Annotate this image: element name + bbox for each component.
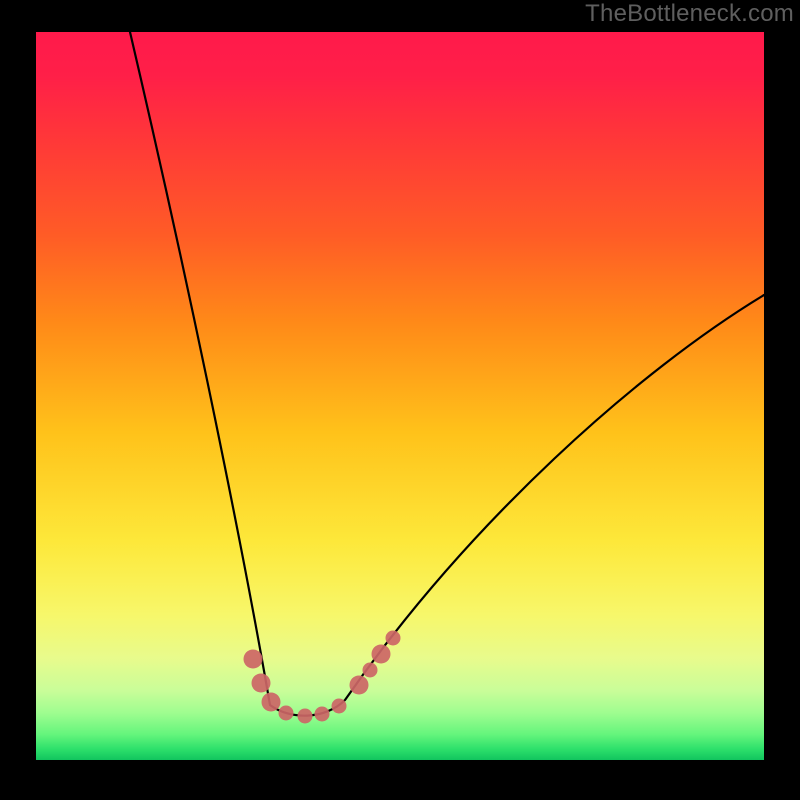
marker-point <box>386 631 401 646</box>
marker-point <box>363 663 378 678</box>
stage: TheBottleneck.com <box>0 0 800 800</box>
marker-point <box>252 674 271 693</box>
marker-point <box>372 645 391 664</box>
marker-point <box>262 693 281 712</box>
plot-background <box>36 32 764 760</box>
marker-point <box>244 650 263 669</box>
marker-point <box>332 699 347 714</box>
marker-point <box>315 707 330 722</box>
marker-point <box>350 676 369 695</box>
chart-svg <box>0 0 800 800</box>
marker-point <box>298 709 313 724</box>
marker-point <box>279 706 294 721</box>
